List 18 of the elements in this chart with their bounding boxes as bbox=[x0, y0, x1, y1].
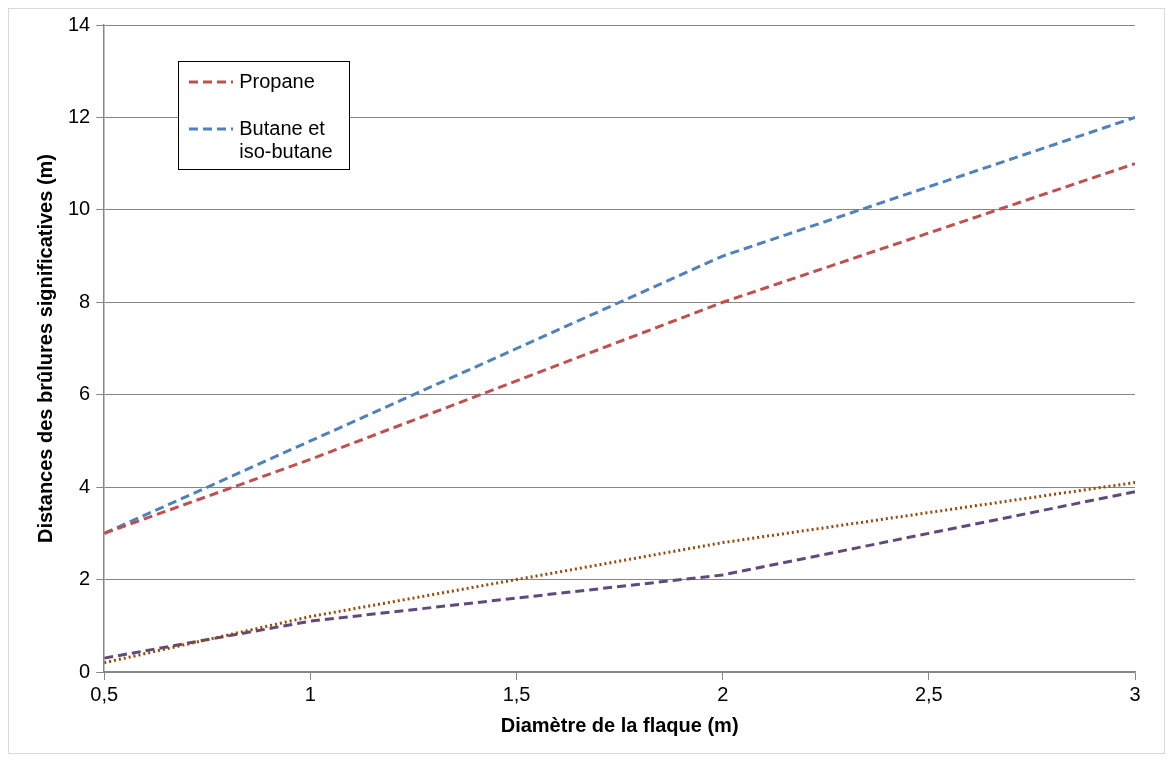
y-tick-label: 10 bbox=[68, 197, 91, 220]
y-axis-title: Distances des brûlures significatives (m) bbox=[33, 153, 56, 544]
y-tick-label: 4 bbox=[79, 474, 91, 497]
legend-label: Butane et iso-butane bbox=[239, 117, 334, 163]
legend-label: Propane bbox=[239, 70, 315, 93]
x-tick-label: 1 bbox=[304, 682, 316, 705]
y-tick-label: 2 bbox=[79, 567, 91, 590]
x-tick-label: 2 bbox=[717, 682, 729, 705]
x-tick-label: 2,5 bbox=[914, 682, 943, 705]
x-tick-label: 3 bbox=[1129, 682, 1141, 705]
x-tick-label: 1,5 bbox=[502, 682, 531, 705]
y-tick-label: 14 bbox=[68, 12, 91, 35]
y-tick-label: 8 bbox=[79, 289, 91, 312]
x-axis-title: Diamètre de la flaque (m) bbox=[500, 713, 739, 736]
y-tick-label: 6 bbox=[79, 382, 91, 405]
y-tick-label: 0 bbox=[79, 659, 91, 682]
x-tick-label: 0,5 bbox=[90, 682, 119, 705]
y-tick-label: 12 bbox=[68, 104, 91, 127]
